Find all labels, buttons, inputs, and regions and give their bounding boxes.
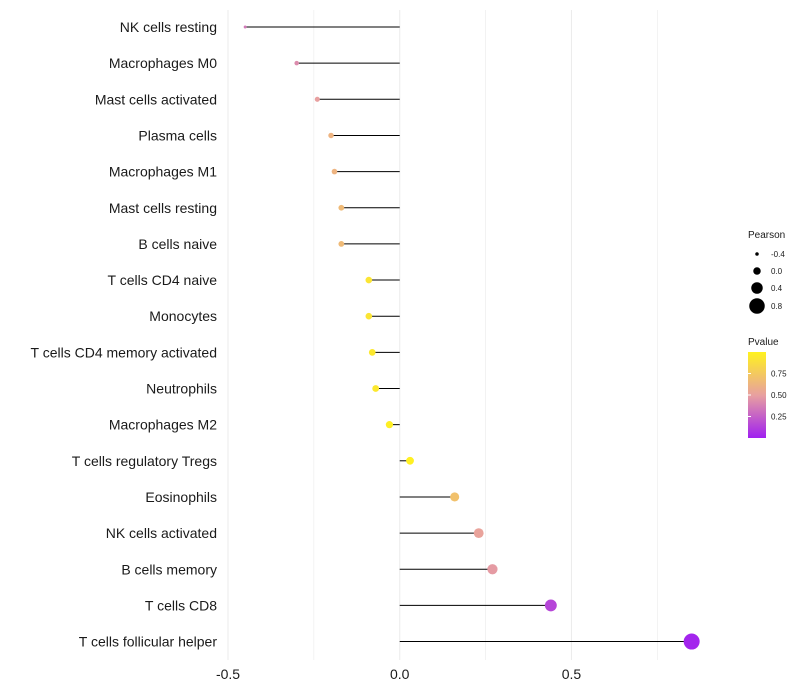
point — [314, 96, 320, 102]
category-label: Macrophages M0 — [109, 55, 217, 71]
category-label: T cells CD8 — [145, 597, 217, 613]
color-legend-label: 0.75 — [771, 370, 787, 379]
point — [328, 132, 334, 139]
category-label: Macrophages M1 — [109, 164, 217, 180]
point — [338, 204, 345, 211]
size-legend-key — [753, 267, 761, 275]
stems — [245, 26, 692, 643]
size-legend-key — [749, 298, 765, 314]
color-legend-label: 0.50 — [771, 391, 787, 400]
category-label: Mast cells activated — [95, 91, 217, 107]
x-tick-label: 0.5 — [562, 666, 582, 682]
category-label: B cells naive — [138, 236, 217, 252]
x-axis-ticks: -0.5 0.0 0.5 — [216, 666, 581, 682]
size-legend-label: 0.0 — [771, 267, 783, 276]
category-label: Macrophages M2 — [109, 417, 217, 433]
size-legend-key — [755, 252, 759, 256]
category-label: T cells regulatory Tregs — [72, 453, 217, 469]
size-legend-label: 0.4 — [771, 284, 783, 293]
point — [406, 456, 414, 465]
color-legend: Pvalue 0.75 0.50 0.25 — [748, 337, 787, 438]
color-legend-bar — [748, 352, 766, 438]
category-label: Neutrophils — [146, 381, 217, 397]
category-label: Eosinophils — [145, 489, 217, 505]
size-legend-title: Pearson — [748, 230, 785, 241]
category-label: Mast cells resting — [109, 200, 217, 216]
category-label: NK cells resting — [120, 19, 217, 35]
point — [368, 349, 376, 356]
category-label: Plasma cells — [138, 127, 217, 143]
size-legend-key — [751, 282, 763, 294]
point — [487, 564, 498, 575]
point — [544, 599, 557, 612]
point — [331, 168, 338, 175]
point — [372, 385, 380, 392]
point — [365, 312, 373, 320]
size-legend-label: -0.4 — [771, 250, 785, 259]
point — [385, 421, 394, 429]
grid-lines — [227, 10, 658, 660]
size-legend-label: 0.8 — [771, 302, 783, 311]
x-tick-label: -0.5 — [216, 666, 240, 682]
category-labels: NK cells resting Macrophages M0 Mast cells… — [31, 19, 218, 650]
color-legend-label: 0.25 — [771, 413, 787, 422]
point — [450, 492, 460, 502]
category-label: T cells CD4 memory activated — [31, 344, 217, 360]
point — [294, 60, 299, 66]
points — [243, 25, 700, 650]
color-legend-title: Pvalue — [748, 337, 779, 348]
point — [683, 633, 700, 650]
category-label: NK cells activated — [106, 525, 217, 541]
point — [365, 276, 373, 284]
category-label: T cells follicular helper — [79, 634, 218, 650]
point — [338, 241, 345, 247]
size-legend: Pearson -0.4 0.0 0.4 0.8 — [748, 230, 785, 314]
point — [243, 25, 247, 29]
x-tick-label: 0.0 — [390, 666, 410, 682]
category-label: Monocytes — [149, 308, 217, 324]
category-label: B cells memory — [121, 561, 217, 577]
point — [473, 528, 484, 538]
category-label: T cells CD4 naive — [108, 272, 218, 288]
